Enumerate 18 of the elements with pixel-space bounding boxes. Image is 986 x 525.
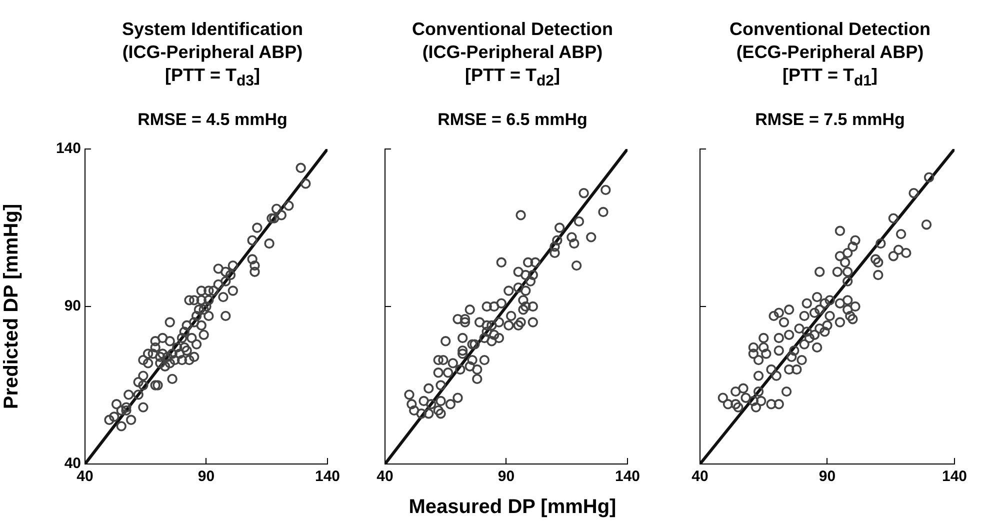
chart-subtitle: RMSE = 6.5 mmHg — [436, 110, 588, 130]
chart-title: Conventional Detection (ECG-Peripheral ABP) [PTT = T$_{d1}$] — [728, 18, 932, 92]
y-tick-label: 90 — [64, 298, 81, 315]
chart-title: Conventional Detection (ICG-Peripheral ABP) [PTT = T$_{d2}$] — [410, 18, 614, 92]
x-axis-title: Measured DP [mmHg] — [408, 496, 618, 519]
x-tick-label: 90 — [498, 468, 515, 486]
x-tick-label: 40 — [376, 468, 394, 486]
y-axis-title: Predicted DP [mmHg] — [0, 204, 23, 410]
chart-subtitle: RMSE = 4.5 mmHg — [136, 110, 288, 130]
x-tick-label: 140 — [614, 468, 640, 486]
x-tick-label: 90 — [818, 468, 836, 486]
x-tick-label: 90 — [198, 468, 215, 486]
y-tick-label: 140 — [56, 140, 81, 158]
chart-title: System Identification (ICG-Peripheral ABP) [PTT = T$_{d3}$] — [120, 18, 304, 92]
chart-subtitle: RMSE = 7.5 mmHg — [754, 110, 906, 130]
x-tick-label: 140 — [942, 468, 967, 486]
x-tick-label: 40 — [692, 468, 708, 486]
x-tick-label: 140 — [314, 468, 340, 486]
